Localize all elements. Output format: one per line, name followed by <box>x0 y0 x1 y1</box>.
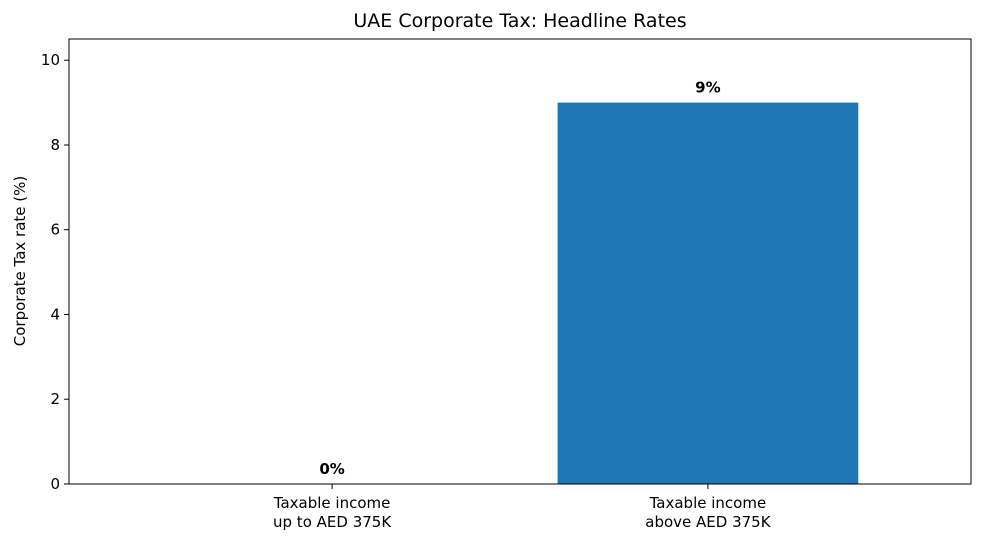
data-label: 0% <box>319 460 344 478</box>
y-tick-label: 2 <box>50 390 60 408</box>
x-tick-label: Taxable income above AED 375K <box>645 494 771 531</box>
y-tick-label: 10 <box>41 51 60 69</box>
plot-area: 0% Taxable income up to AED 375K 9% Taxable … <box>41 38 972 531</box>
y-tick-label: 4 <box>50 306 60 324</box>
y-tick-label: 0 <box>50 475 60 493</box>
bar <box>557 102 859 484</box>
data-label: 9% <box>695 79 720 97</box>
x-tick-label: Taxable income up to AED 375K <box>273 494 393 531</box>
plot-frame <box>68 38 972 485</box>
y-tick-label: 8 <box>50 136 60 154</box>
y-tick-label: 6 <box>50 221 60 239</box>
chart-title: UAE Corporate Tax: Headline Rates <box>353 10 686 32</box>
y-axis-label: Corporate Tax rate (%) <box>11 176 29 346</box>
